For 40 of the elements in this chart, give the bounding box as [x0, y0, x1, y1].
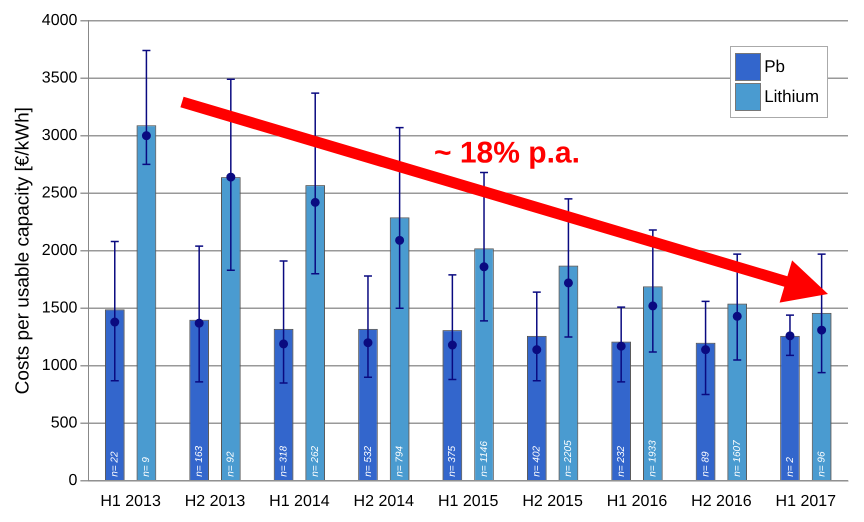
- annotation: n= 1146: [478, 440, 490, 477]
- y-tick-label: 2500: [42, 184, 78, 202]
- annotation: n= 402: [532, 445, 543, 477]
- annotation: n= 1607: [732, 440, 744, 477]
- x-tick-label: H2 2016: [691, 492, 752, 510]
- y-axis-title: Costs per usable capacity [€/kWh]: [12, 107, 34, 394]
- x-tick-label: H1 2017: [776, 492, 836, 510]
- legend-label: Lithium: [764, 87, 819, 107]
- annotation: n= 163: [194, 445, 205, 477]
- annotation: n= 89: [700, 451, 712, 477]
- y-tick-label: 1500: [42, 300, 78, 317]
- x-tick-label: H2 2015: [522, 492, 583, 510]
- y-tick-label: 500: [50, 414, 78, 432]
- legend-label: Pb: [764, 57, 785, 77]
- annotation: n= 532: [362, 445, 374, 477]
- annotation: n= 2205: [563, 440, 574, 477]
- x-tick-label: H1 2015: [438, 492, 499, 510]
- annotation: n= 318: [278, 445, 290, 477]
- y-tick-label: 4000: [42, 12, 78, 30]
- annotation: n= 375: [447, 445, 458, 477]
- annotation: n= 22: [110, 451, 121, 477]
- annotation: ~ 18% p.a.: [434, 136, 580, 170]
- y-tick-label: 2000: [42, 242, 78, 260]
- y-tick-label: 0: [68, 472, 78, 490]
- y-tick-label: 3000: [42, 127, 78, 144]
- y-tick-label: 1000: [42, 357, 78, 374]
- annotation: n= 232: [616, 445, 627, 477]
- annotation: n= 1933: [648, 440, 659, 477]
- y-tick-label: 3500: [42, 70, 78, 87]
- annotation: n= 794: [394, 445, 406, 477]
- annotation: n= 262: [310, 445, 321, 477]
- annotation: n= 2: [784, 456, 796, 477]
- x-tick-label: H2 2013: [184, 492, 246, 510]
- x-tick-label: H1 2013: [100, 492, 161, 510]
- annotation: n= 96: [816, 451, 828, 477]
- annotation: n= 92: [226, 451, 237, 477]
- x-tick-label: H1 2016: [606, 492, 668, 510]
- x-tick-label: H1 2014: [269, 492, 330, 510]
- annotation: n= 9: [141, 456, 152, 477]
- x-tick-label: H2 2014: [354, 492, 414, 510]
